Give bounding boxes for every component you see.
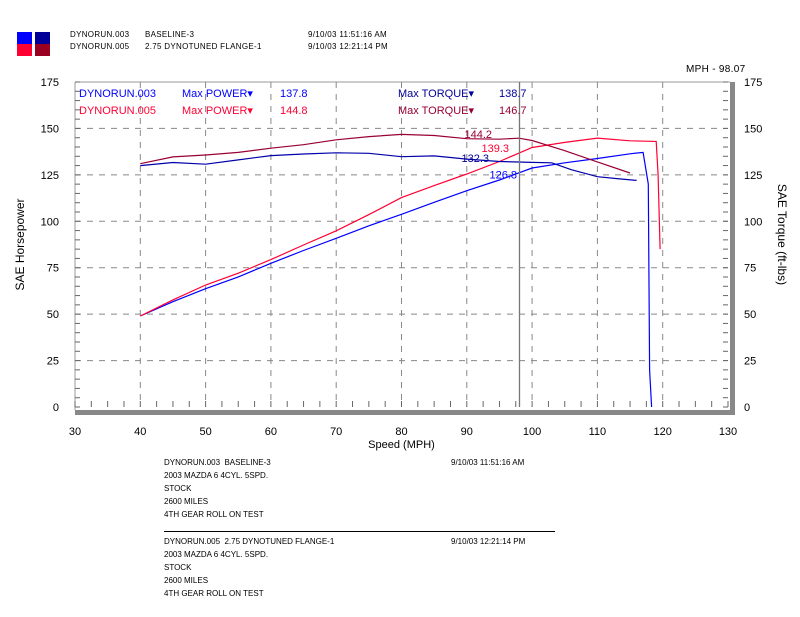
cursor-value-label: 126.8 [489, 170, 517, 182]
series-line-power-dynorun-005 [140, 137, 661, 317]
x-tick-label: 100 [523, 426, 541, 438]
y-tick-label: 50 [47, 309, 59, 321]
y2-tick-label: 50 [744, 309, 756, 321]
y-tick-label: 150 [41, 123, 59, 135]
cursor-value-label: 144.2 [464, 129, 492, 141]
x-tick-label: 90 [461, 426, 473, 438]
x-tick-label: 110 [589, 426, 607, 438]
frame-shadow-bottom [75, 410, 735, 415]
y2-axis-label: SAE Torque (ft-lbs) [775, 184, 789, 285]
summary-power-label: Max POWER▾ [182, 105, 253, 117]
x-tick-label: 30 [69, 426, 81, 438]
note-id: DYNORUN.003 [164, 458, 221, 467]
frame-shadow-right [730, 82, 735, 415]
summary-run: DYNORUN.005 [79, 105, 156, 117]
legend-icon [17, 32, 50, 56]
x-tick-label: 80 [395, 426, 407, 438]
run2-name: 2.75 DYNOTUNED FLANGE-1 [145, 42, 262, 51]
y2-tick-label: 0 [744, 402, 750, 414]
note-timestamp: 9/10/03 11:51:16 AM [451, 458, 525, 467]
note-run2: DYNORUN.005 2.75 DYNOTUNED FLANGE-1 2003… [164, 535, 334, 600]
x-tick-label: 40 [134, 426, 146, 438]
note-line: 2003 MAZDA 6 4CYL. 5SPD. [164, 471, 269, 480]
y-tick-label: 125 [41, 170, 59, 182]
note-timestamp: 9/10/03 12:21:14 PM [451, 537, 526, 546]
note-name: 2.75 DYNOTUNED FLANGE-1 [224, 537, 335, 546]
x-tick-label: 130 [719, 426, 737, 438]
y2-tick-label: 175 [744, 77, 762, 89]
y2-tick-label: 25 [744, 356, 756, 368]
run1-id: DYNORUN.003 [70, 30, 130, 39]
y-tick-label: 175 [41, 77, 59, 89]
y-tick-label: 100 [41, 216, 59, 228]
y-tick-label: 0 [53, 402, 59, 414]
x-tick-label: 120 [654, 426, 672, 438]
note-line: 2600 MILES [164, 497, 209, 506]
summary-torque-value: 138.7 [499, 88, 527, 100]
summary-power-label: Max POWER▾ [182, 88, 253, 100]
summary-power-value: 144.8 [280, 105, 308, 117]
note-line: 4TH GEAR ROLL ON TEST [164, 589, 264, 598]
note-line: 2600 MILES [164, 576, 209, 585]
summary-run: DYNORUN.003 [79, 88, 156, 100]
series-line-power-dynorun-003 [140, 151, 653, 408]
run2-id: DYNORUN.005 [70, 42, 130, 51]
cursor-value-label: 139.3 [481, 143, 509, 155]
x-tick-label: 60 [265, 426, 277, 438]
dyno-chart: 30 40 50 60 70 80 90 100 110 120 130 0 0 25 25 50 50 75 75… [13, 77, 789, 451]
note-line: 2003 MAZDA 6 4CYL. 5SPD. [164, 550, 269, 559]
x-tick-label: 50 [199, 426, 211, 438]
series-line-torque-dynorun-005 [140, 133, 631, 174]
y-axis-label: SAE Horsepower [13, 198, 27, 290]
cursor-readout: MPH - 98.07 [686, 64, 746, 75]
summary-torque-value: 146.7 [499, 105, 527, 117]
y-tick-label: 25 [47, 356, 59, 368]
note-line: STOCK [164, 484, 192, 493]
y-tick-label: 75 [47, 263, 59, 275]
summary-torque-label: Max TORQUE▾ [398, 105, 474, 117]
run1-name: BASELINE-3 [145, 30, 195, 39]
x-tick-label: 70 [330, 426, 342, 438]
note-line: 4TH GEAR ROLL ON TEST [164, 510, 264, 519]
series-line-torque-dynorun-003 [140, 152, 637, 181]
x-axis-label: Speed (MPH) [368, 439, 435, 451]
y2-tick-label: 100 [744, 216, 762, 228]
note-divider [164, 531, 555, 532]
y2-tick-label: 125 [744, 170, 762, 182]
note-id: DYNORUN.005 [164, 537, 221, 546]
y2-tick-label: 75 [744, 263, 756, 275]
summary-power-value: 137.8 [280, 88, 308, 100]
cursor-value-label: 132.3 [461, 153, 489, 165]
run1-timestamp: 9/10/03 11:51:16 AM [308, 30, 387, 39]
note-name: BASELINE-3 [224, 458, 271, 467]
run2-timestamp: 9/10/03 12:21:14 PM [308, 42, 388, 51]
note-line: STOCK [164, 563, 192, 572]
note-run1: DYNORUN.003 BASELINE-3 2003 MAZDA 6 4CYL… [164, 456, 271, 521]
summary-torque-label: Max TORQUE▾ [398, 88, 474, 100]
y2-tick-label: 150 [744, 123, 762, 135]
